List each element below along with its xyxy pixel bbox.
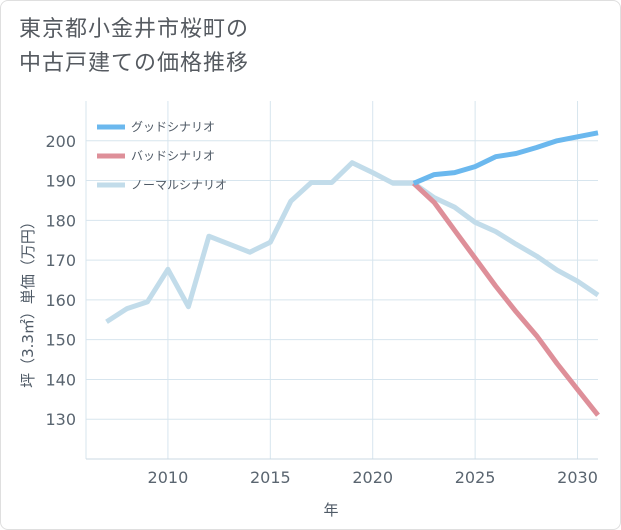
series-line-2: [105, 160, 600, 324]
y-axis-label: 坪（3.3㎡）単価（万円）: [19, 214, 37, 388]
y-tick-label: 170: [45, 251, 76, 270]
x-tick-label: 2030: [557, 468, 598, 487]
y-tick-label: 130: [45, 410, 76, 429]
chart-title-line-1: 東京都小金井市桜町の: [19, 17, 250, 42]
grid-lines: [85, 101, 598, 460]
x-tick-label: 2020: [352, 468, 393, 487]
chart-title: 東京都小金井市桜町の 中古戸建ての価格推移: [19, 13, 249, 81]
y-tick-label: 180: [45, 211, 76, 230]
y-tick-label: 150: [45, 331, 76, 350]
y-tick-label: 200: [45, 132, 76, 151]
series-lines: [105, 130, 600, 417]
series-line-0: [412, 130, 599, 186]
x-tick-label: 2025: [455, 468, 496, 487]
legend-label-1: バッドシナリオ: [131, 149, 215, 163]
x-tick-label: 2015: [250, 468, 291, 487]
y-tick-label: 190: [45, 172, 76, 191]
y-tick-label: 160: [45, 291, 76, 310]
chart-title-line-2: 中古戸建ての価格推移: [19, 51, 250, 76]
series-line-1: [411, 181, 600, 417]
x-axis-label: 年: [323, 501, 338, 519]
legend-label-0: グッドシナリオ: [131, 120, 215, 134]
legend-label-2: ノーマルシナリオ: [131, 178, 227, 192]
x-tick-label: 2010: [148, 468, 189, 487]
axis-ticks: 130 140 150 160 170 180 190 200 2010 2015 2020 2025…: [45, 132, 597, 487]
y-tick-label: 140: [45, 370, 76, 389]
